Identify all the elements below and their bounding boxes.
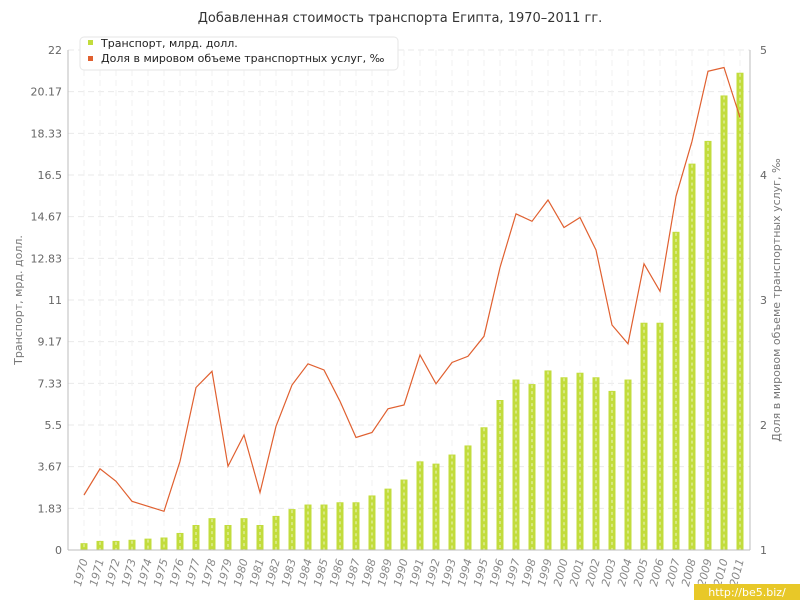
bar xyxy=(224,525,232,550)
bar xyxy=(128,539,136,550)
axes: 0 1.83 3.67 5.5 7.33 9.17 11 12.83 14.67 16.5 18.3… xyxy=(31,44,768,588)
legend: Транспорт, млрд. долл. Доля в мировом об… xyxy=(79,36,399,71)
bar xyxy=(112,540,120,550)
y-left-tick-label: 7.33 xyxy=(38,377,63,390)
y-right-tick-label: 5 xyxy=(760,44,767,57)
bar xyxy=(576,372,584,550)
y-left-tick-label: 14.67 xyxy=(31,211,63,224)
y-right-axis-label: Доля в мировом объеме транспортных услуг… xyxy=(770,158,783,442)
bar xyxy=(256,525,264,550)
bar xyxy=(96,540,104,550)
y-right-tick-label: 4 xyxy=(760,169,767,182)
chart-title: Добавленная стоимость транспорта Египта,… xyxy=(198,11,603,26)
y-left-tick-label: 16.5 xyxy=(38,169,63,182)
grid xyxy=(68,49,750,551)
y-left-tick-label: 18.33 xyxy=(31,127,63,140)
y-left-tick-label: 12.83 xyxy=(31,252,63,265)
y-left-tick-label: 0 xyxy=(55,544,62,557)
y-right-tick-label: 1 xyxy=(760,544,767,557)
y-right-tick-label: 2 xyxy=(760,419,767,432)
legend-line-label: Доля в мировом объеме транспортных услуг… xyxy=(101,52,385,65)
y-left-tick-label: 22 xyxy=(48,44,62,57)
watermark: http://be5.biz/ xyxy=(694,584,800,600)
line-series xyxy=(83,66,741,513)
bar xyxy=(448,454,456,550)
bar xyxy=(272,515,280,550)
bar xyxy=(160,537,168,550)
legend-bar-label: Транспорт, млрд. долл. xyxy=(100,37,238,50)
bar xyxy=(352,502,360,550)
y-left-tick-label: 20.17 xyxy=(31,86,63,99)
y-left-axis-label: Транспорт, мрд. долл. xyxy=(12,235,25,366)
watermark-text: http://be5.biz/ xyxy=(708,586,786,599)
bar xyxy=(704,140,712,550)
bar xyxy=(544,370,552,550)
bar xyxy=(320,504,328,550)
y-left-tick-label: 1.83 xyxy=(38,502,63,515)
bar xyxy=(400,479,408,550)
y-left-tick-label: 9.17 xyxy=(38,336,63,349)
legend-box xyxy=(79,36,399,71)
bar xyxy=(304,504,312,550)
bars xyxy=(80,72,744,551)
y-left-tick-label: 5.5 xyxy=(45,419,63,432)
bar xyxy=(384,488,392,550)
bar xyxy=(720,95,728,551)
bar xyxy=(736,72,744,551)
legend-bar-swatch xyxy=(88,40,93,45)
bar xyxy=(336,502,344,550)
bar xyxy=(144,538,152,550)
legend-line-swatch xyxy=(88,56,93,61)
bar xyxy=(640,322,648,550)
y-right-tick-label: 3 xyxy=(760,294,767,307)
bar xyxy=(656,322,664,550)
watermark-bg xyxy=(694,584,800,600)
bar xyxy=(528,384,536,550)
bar xyxy=(464,445,472,550)
y-left-tick-label: 11 xyxy=(48,294,62,307)
bar xyxy=(192,525,200,550)
y-left-tick-label: 3.67 xyxy=(38,461,63,474)
share-line xyxy=(83,66,741,513)
